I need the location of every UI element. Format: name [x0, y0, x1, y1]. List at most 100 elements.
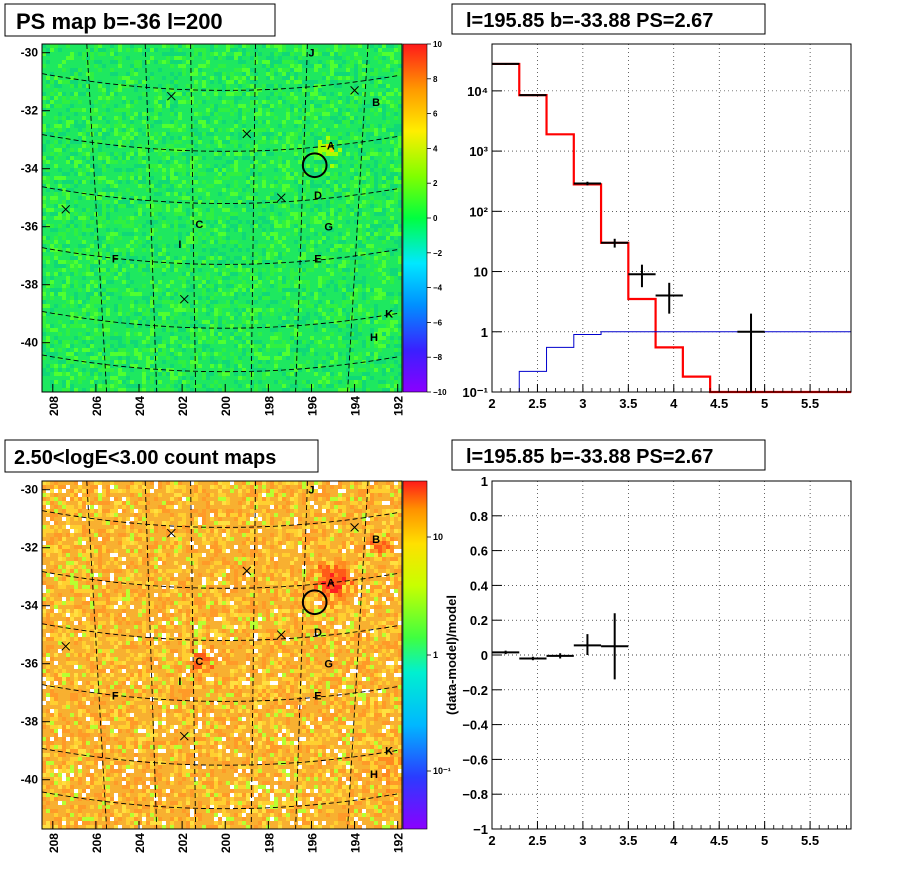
data-point	[519, 94, 546, 96]
y-tick-label: 1	[481, 474, 488, 489]
scale-tick-label: 4	[433, 144, 438, 153]
x-tick-label: 4.5	[710, 833, 728, 848]
x-tick-label: 5	[761, 396, 768, 411]
x-tick-label: 5	[761, 833, 768, 848]
x-tick-label: 2.5	[528, 833, 546, 848]
y-tick-label: 0.6	[470, 544, 488, 559]
source-label-D: D	[314, 190, 322, 202]
source-label-C: C	[195, 656, 203, 668]
x-tick-label: 200	[219, 833, 233, 853]
scale-tick-label: 8	[433, 75, 438, 84]
x-tick-label: 200	[219, 396, 233, 416]
ps-color-bar	[403, 44, 427, 392]
source-label-K: K	[385, 746, 393, 758]
source-label-B: B	[372, 97, 380, 109]
x-tick-label: 194	[349, 833, 363, 853]
x-tick-label: 3.5	[619, 833, 637, 848]
plot-area	[492, 481, 851, 829]
x-tick-label: 206	[90, 833, 104, 853]
spectrum-title: l=195.85 b=-33.88 PS=2.67	[466, 10, 713, 32]
source-label-G: G	[324, 659, 333, 671]
x-tick-label: 204	[133, 833, 147, 853]
bl-title-box: 2.50<logE<3.00 count maps	[5, 440, 318, 472]
x-tick-label: 3	[579, 833, 586, 848]
tl-title-box: PS map b=-36 l=200	[5, 4, 275, 36]
y-tick-label: -36	[21, 220, 39, 234]
x-tick-label: 196	[305, 396, 319, 416]
y-tick-label: 0.4	[470, 578, 489, 593]
data-point	[492, 63, 519, 65]
scale-tick-label: 10⁻¹	[433, 766, 451, 776]
source-label-H: H	[370, 769, 378, 781]
br-title-box: l=195.85 b=-33.88 PS=2.67	[452, 440, 765, 470]
source-label-I: I	[178, 676, 181, 688]
x-tick-label: 4.5	[710, 396, 728, 411]
scale-tick-label: −10	[433, 388, 447, 397]
source-label-C: C	[195, 219, 203, 231]
source-label-E: E	[314, 691, 321, 703]
y-tick-label: 10³	[469, 144, 488, 159]
y-tick-label: -36	[21, 657, 39, 671]
x-tick-label: 208	[47, 396, 61, 416]
y-tick-label: -38	[21, 715, 39, 729]
y-tick-label: 0	[481, 648, 488, 663]
x-tick-label: 202	[176, 833, 190, 853]
y-tick-label: -40	[21, 773, 39, 787]
y-tick-label: 10⁻¹	[462, 385, 488, 400]
x-tick-label: 202	[176, 396, 190, 416]
x-tick-label: 3	[579, 396, 586, 411]
y-tick-label: −0.8	[462, 787, 488, 802]
source-label-J: J	[308, 48, 314, 60]
scale-tick-label: −6	[433, 318, 443, 327]
source-label-D: D	[314, 627, 322, 639]
x-tick-label: 4	[670, 396, 678, 411]
source-label-I: I	[178, 239, 181, 251]
y-tick-label: -40	[21, 336, 39, 350]
scale-tick-label: 0	[433, 214, 438, 223]
source-label-K: K	[385, 309, 393, 321]
source-label-A: A	[327, 141, 335, 153]
source-label-F: F	[112, 254, 119, 266]
ps-map-title: PS map b=-36 l=200	[16, 9, 223, 34]
source-label-E: E	[314, 254, 321, 266]
x-tick-label: 2	[488, 396, 495, 411]
y-tick-label: -38	[21, 278, 39, 292]
y-tick-label: 10	[474, 265, 488, 280]
y-tick-label: 0.2	[470, 613, 488, 628]
x-tick-label: 206	[90, 396, 104, 416]
y-tick-label: 10⁴	[467, 84, 488, 99]
y-axis-label: (data-model)/model	[444, 595, 459, 715]
source-label-B: B	[372, 534, 380, 546]
scale-tick-label: −2	[433, 249, 443, 258]
y-tick-label: 10²	[469, 204, 488, 219]
scale-tick-label: 2	[433, 179, 438, 188]
x-tick-label: 192	[392, 396, 406, 416]
tr-title-box: l=195.85 b=-33.88 PS=2.67	[452, 4, 765, 34]
x-tick-label: 196	[305, 833, 319, 853]
y-tick-label: −1	[473, 822, 488, 837]
y-tick-label: −0.4	[462, 718, 488, 733]
y-tick-label: -32	[21, 541, 39, 555]
y-tick-label: -34	[21, 599, 39, 613]
y-tick-label: -30	[21, 46, 39, 60]
count-map-title: 2.50<logE<3.00 count maps	[14, 447, 276, 469]
scale-tick-label: −8	[433, 353, 443, 362]
scale-tick-label: 6	[433, 110, 438, 119]
scale-tick-label: 10	[433, 532, 443, 542]
x-tick-label: 4	[670, 833, 678, 848]
y-tick-label: −0.2	[462, 683, 488, 698]
x-tick-label: 2	[488, 833, 495, 848]
scale-tick-label: 10	[433, 40, 442, 49]
source-label-J: J	[308, 485, 314, 497]
count-color-bar	[403, 481, 427, 829]
x-tick-label: 194	[349, 396, 363, 416]
x-tick-label: 192	[392, 833, 406, 853]
y-tick-label: -34	[21, 162, 39, 176]
